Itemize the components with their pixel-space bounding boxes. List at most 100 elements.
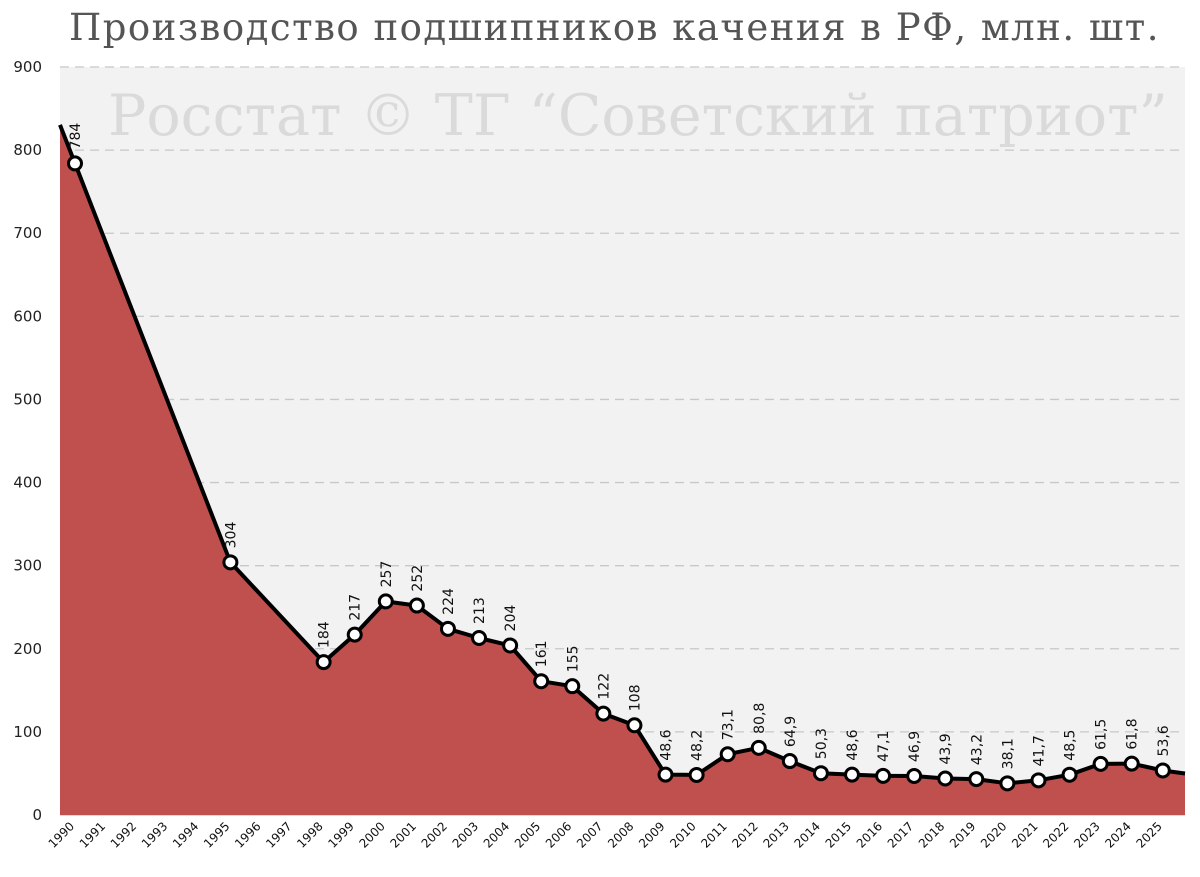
data-label: 217 [348, 594, 364, 621]
y-tick-label: 600 [13, 307, 42, 325]
data-label: 252 [410, 565, 426, 592]
data-point [626, 717, 643, 734]
x-tick-label: 2011 [698, 819, 729, 850]
data-point [67, 155, 83, 172]
data-point [408, 597, 425, 614]
data-label: 155 [565, 645, 581, 672]
x-tick-label: 2021 [1009, 819, 1040, 850]
data-label: 47,1 [876, 731, 892, 762]
x-tick-label: 1997 [263, 819, 294, 850]
y-tick-label: 300 [13, 557, 42, 575]
x-tick-label: 2006 [543, 819, 574, 850]
data-point [937, 770, 954, 787]
data-point [471, 629, 488, 646]
y-tick-label: 100 [13, 723, 42, 741]
x-tick-label: 2024 [1102, 819, 1133, 850]
x-tick-label: 2012 [729, 819, 760, 850]
data-label: 38,1 [1000, 738, 1016, 769]
data-point [1061, 766, 1078, 783]
data-label: 50,3 [814, 728, 830, 759]
data-label: 204 [503, 605, 519, 632]
data-label: 41,7 [1031, 735, 1047, 766]
x-tick-label: 1995 [201, 819, 232, 850]
data-label: 184 [317, 621, 333, 648]
data-label: 80,8 [752, 703, 768, 734]
data-point [781, 753, 798, 770]
x-tick-label: 1998 [294, 819, 325, 850]
data-label: 257 [379, 561, 395, 588]
data-label: 108 [627, 685, 643, 712]
x-tick-label: 2009 [636, 819, 667, 850]
x-tick-label: 2002 [419, 819, 450, 850]
y-tick-label: 200 [13, 640, 42, 658]
series-area [60, 124, 1185, 815]
x-tick-label: 2007 [574, 819, 605, 850]
y-tick-label: 900 [13, 58, 42, 76]
data-label: 53,6 [1156, 725, 1172, 756]
data-point [812, 765, 829, 782]
data-label: 48,2 [690, 730, 706, 761]
chart-title: Производство подшипников качения в РФ, м… [68, 6, 1160, 49]
x-tick-label: 2020 [978, 819, 1009, 850]
data-point [906, 768, 923, 785]
data-markers [67, 155, 1171, 792]
x-tick-label: 2003 [450, 819, 481, 850]
data-point [315, 654, 332, 671]
x-tick-label: 1990 [46, 819, 77, 850]
y-tick-label: 700 [13, 224, 42, 242]
x-tick-label: 2008 [605, 819, 636, 850]
x-tick-label: 2005 [512, 819, 543, 850]
x-tick-label: 1993 [139, 819, 170, 850]
data-point [377, 593, 394, 610]
data-point [595, 705, 612, 722]
data-label: 64,9 [783, 716, 799, 747]
x-tick-label: 1996 [232, 819, 263, 850]
data-label: 43,9 [938, 733, 954, 764]
data-point [688, 766, 705, 783]
x-tick-label: 2015 [823, 819, 854, 850]
y-tick-label: 500 [13, 390, 42, 408]
data-label: 61,8 [1125, 718, 1141, 749]
data-label: 161 [534, 640, 550, 667]
data-label: 304 [223, 522, 239, 549]
data-point [968, 771, 985, 788]
x-tick-label: 2001 [388, 819, 419, 850]
data-label: 122 [596, 673, 612, 700]
x-tick-label: 1999 [325, 819, 356, 850]
data-point [1123, 755, 1140, 772]
data-label: 46,9 [907, 731, 923, 762]
data-label: 48,6 [845, 729, 861, 760]
data-point [875, 767, 892, 784]
data-point [1030, 772, 1047, 789]
x-tick-label: 1992 [108, 819, 139, 850]
data-point [346, 626, 363, 643]
watermark-text: Росстат © ТГ “Советский патриот” [108, 83, 1168, 149]
x-tick-label: 2000 [356, 819, 387, 850]
y-axis-ticks: 0 100 200 300 400 500 600 700 800 900 [13, 58, 42, 824]
data-label: 61,5 [1094, 719, 1110, 750]
data-label: 43,2 [969, 734, 985, 765]
x-tick-label: 2013 [760, 819, 791, 850]
data-point [657, 766, 674, 783]
data-point [1092, 755, 1109, 772]
data-label: 784 [68, 123, 84, 150]
data-point [999, 775, 1016, 792]
x-tick-label: 1991 [77, 819, 108, 850]
data-labels: 784 304 184 217 257 252 224 213 204 161 155 122 108 4… [68, 123, 1172, 770]
data-label: 213 [472, 597, 488, 624]
x-tick-label: 2018 [916, 819, 947, 850]
data-point [719, 746, 736, 763]
x-tick-label: 1994 [170, 819, 201, 850]
data-point [844, 766, 860, 783]
data-point [439, 620, 456, 637]
data-label: 48,5 [1063, 730, 1079, 761]
y-tick-label: 0 [32, 806, 42, 824]
x-tick-label: 2004 [481, 819, 512, 850]
grid-lines [60, 66, 1185, 816]
x-tick-label: 2014 [792, 819, 823, 850]
data-point [533, 673, 550, 690]
data-label: 73,1 [721, 709, 737, 740]
data-point [502, 637, 519, 654]
data-point [1154, 762, 1171, 779]
